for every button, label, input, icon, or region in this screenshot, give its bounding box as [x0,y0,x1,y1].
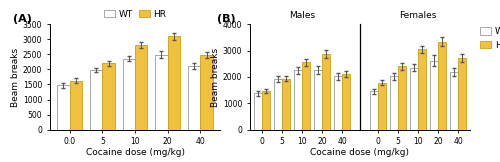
Bar [188,66,200,130]
Y-axis label: Beam breaks: Beam breaks [211,47,220,106]
Bar [314,70,322,130]
Text: Females: Females [400,11,436,20]
Bar [302,62,310,130]
Bar [294,70,302,130]
Bar [254,93,262,130]
Bar [438,42,446,130]
Bar [398,66,406,130]
Bar [274,79,282,130]
Bar [57,85,70,130]
Bar [200,55,213,130]
Bar [390,76,398,130]
Bar [410,68,418,130]
X-axis label: Cocaine dose (mg/kg): Cocaine dose (mg/kg) [86,148,184,157]
Bar [458,58,466,130]
Bar [156,55,168,130]
Bar [168,36,180,130]
X-axis label: Cocaine dose (mg/kg): Cocaine dose (mg/kg) [310,148,410,157]
Bar [282,79,290,130]
Legend: WT, HR: WT, HR [104,10,166,19]
Bar [342,74,349,130]
Y-axis label: Beam breaks: Beam breaks [11,47,20,106]
Bar [102,63,115,130]
Bar [378,83,386,130]
Bar [70,81,82,130]
Bar [262,91,270,130]
Bar [135,45,147,130]
Bar [418,49,426,130]
Bar [370,91,378,130]
Bar [322,54,330,130]
Text: Males: Males [289,11,315,20]
Bar [334,76,342,130]
Legend: WT, HR: WT, HR [476,23,500,53]
Bar [122,59,135,130]
Bar [430,61,438,130]
Text: (A): (A) [12,14,32,24]
Bar [450,72,458,130]
Text: (B): (B) [217,14,236,24]
Bar [90,70,102,130]
